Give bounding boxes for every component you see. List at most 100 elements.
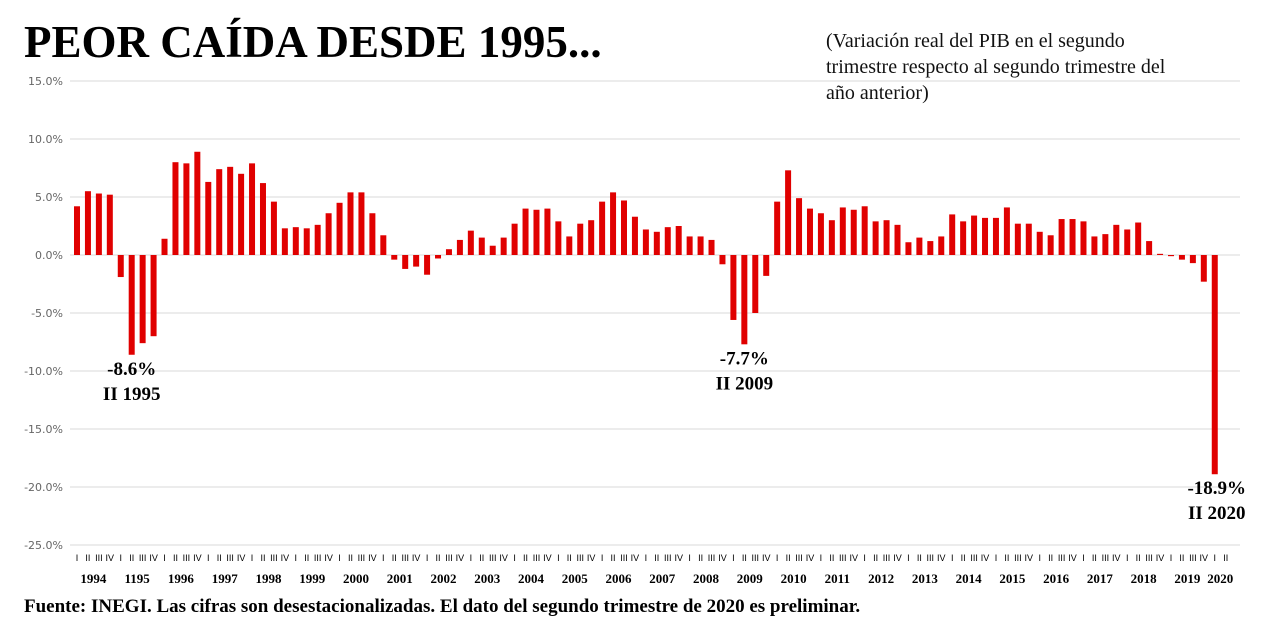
bar — [1014, 223, 1021, 255]
quarter-tick-label: II — [173, 553, 178, 563]
quarter-tick-label: III — [752, 553, 760, 563]
quarter-tick-label: IV — [106, 553, 115, 563]
bar — [1146, 241, 1153, 255]
bar — [861, 206, 868, 255]
bar — [1157, 253, 1164, 255]
quarter-tick-label: II — [129, 553, 134, 563]
year-label: 2014 — [956, 571, 983, 586]
quarter-tick-label: II — [1179, 553, 1184, 563]
bar — [642, 229, 649, 255]
bar — [1003, 207, 1010, 255]
quarter-tick-label: IV — [718, 553, 727, 563]
bar — [927, 241, 934, 255]
bar — [1091, 236, 1098, 255]
bar — [1025, 223, 1032, 255]
bar — [205, 181, 212, 255]
quarter-tick-label: II — [1048, 553, 1053, 563]
bar — [314, 224, 321, 255]
quarter-tick-label: III — [95, 553, 103, 563]
quarter-tick-label: III — [839, 553, 847, 563]
bar — [971, 215, 978, 255]
year-label: 1999 — [299, 571, 326, 586]
year-label: 2002 — [430, 571, 456, 586]
quarter-tick-label: I — [76, 553, 79, 563]
bar — [774, 201, 781, 255]
bar — [380, 235, 387, 255]
quarter-tick-label: I — [688, 553, 691, 563]
quarter-tick-label: III — [927, 553, 935, 563]
quarter-tick-label: IV — [368, 553, 377, 563]
bar — [74, 206, 80, 255]
annotation-period: II 2009 — [716, 373, 774, 394]
bar — [621, 200, 627, 255]
quarter-tick-label: IV — [412, 553, 421, 563]
bar — [172, 162, 179, 255]
quarter-tick-label: I — [776, 553, 779, 563]
annotation-period: II 1995 — [103, 384, 161, 405]
bar — [708, 239, 715, 255]
bar — [588, 220, 595, 255]
bar — [106, 194, 113, 255]
year-label: 1997 — [212, 571, 239, 586]
bar — [982, 217, 989, 255]
quarter-tick-label: III — [664, 553, 672, 563]
bar — [128, 255, 135, 355]
bar — [785, 170, 792, 255]
quarter-tick-label: I — [907, 553, 910, 563]
bar — [227, 166, 234, 255]
bar — [1189, 255, 1196, 264]
bar — [883, 220, 890, 255]
bar — [544, 208, 551, 255]
bar — [730, 255, 737, 320]
y-tick-label: 5.0% — [35, 191, 63, 204]
bar — [358, 192, 365, 255]
bar — [292, 227, 299, 255]
quarter-tick-label: I — [863, 553, 866, 563]
quarter-tick-label: II — [523, 553, 528, 563]
bar — [391, 255, 398, 260]
quarter-tick-label: III — [1145, 553, 1153, 563]
bar — [828, 220, 835, 255]
quarter-tick-label: IV — [849, 553, 858, 563]
quarter-tick-label: IV — [543, 553, 552, 563]
year-labels: 1994 1195 1996 1997 1998 1999 2000 2001 2002 2003… — [80, 571, 1233, 586]
year-label: 1195 — [125, 571, 151, 586]
quarter-tick-label: III — [708, 553, 716, 563]
quarter-tick-label: I — [207, 553, 210, 563]
year-label: 2011 — [825, 571, 850, 586]
source-footnote: Fuente: INEGI. Las cifras son desestacio… — [24, 596, 861, 617]
annotation-value: -8.6% — [107, 359, 156, 380]
quarter-tick-label: III — [1189, 553, 1197, 563]
quarter-tick-label: IV — [193, 553, 202, 563]
year-label: 2005 — [562, 571, 589, 586]
bar — [1178, 255, 1185, 260]
quarter-tick-label: II — [392, 553, 397, 563]
y-tick-label: -20.0% — [24, 481, 63, 494]
bar — [303, 228, 310, 255]
y-tick-label: -10.0% — [24, 365, 63, 378]
bar — [960, 221, 967, 255]
year-label: 1998 — [255, 571, 282, 586]
bar — [577, 223, 584, 255]
quarter-tick-label: IV — [1200, 553, 1209, 563]
bar — [325, 213, 332, 255]
annotations: -8.6% II 1995 -7.7% II 2009 -18.9% II 2020 — [103, 348, 1246, 524]
bar — [610, 192, 617, 255]
quarter-tick-label: II — [1136, 553, 1141, 563]
bar — [664, 227, 671, 255]
quarter-tick-label: I — [470, 553, 473, 563]
bar — [653, 231, 660, 255]
quarter-tick-label: II — [961, 553, 966, 563]
y-tick-label: -5.0% — [31, 307, 63, 320]
bar — [1211, 255, 1218, 475]
quarter-tick-label: I — [557, 553, 560, 563]
bar — [796, 198, 803, 255]
year-label: 2007 — [649, 571, 676, 586]
quarter-tick-label: IV — [1156, 553, 1165, 563]
quarter-tick-label: III — [270, 553, 278, 563]
bar — [84, 191, 91, 255]
quarter-tick-label: II — [873, 553, 878, 563]
y-tick-label: 10.0% — [28, 133, 63, 146]
quarter-tick-label: II — [1223, 553, 1228, 563]
quarter-tick-label: IV — [1025, 553, 1034, 563]
